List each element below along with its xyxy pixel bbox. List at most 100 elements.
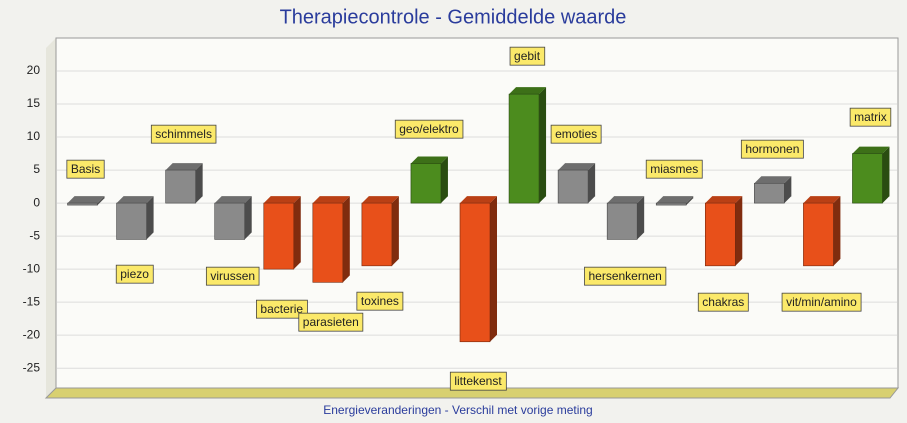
bar-label: piezo (120, 267, 149, 281)
bar (214, 196, 252, 240)
bar-front (214, 202, 246, 240)
bar-label: hersenkernen (588, 269, 661, 283)
y-tick-label: -10 (23, 261, 41, 275)
bar-top (656, 196, 694, 204)
bar-front (116, 202, 147, 240)
bar-label-box (550, 124, 602, 144)
bar-top (607, 196, 645, 204)
bar (704, 196, 743, 267)
bar-side (833, 196, 841, 266)
bar-label-box (509, 46, 546, 66)
bar-label-box (150, 124, 217, 144)
bar-label: bacterie (260, 302, 303, 316)
y-tick-label: -20 (23, 327, 41, 341)
bar-side (539, 87, 547, 204)
y-tick-label: -25 (23, 360, 41, 374)
bar-front (606, 202, 638, 240)
y-tick-label: 20 (27, 63, 41, 77)
bar-label-box (115, 264, 154, 284)
bar-label-box (645, 159, 703, 179)
bar (165, 163, 203, 204)
bar-top (705, 196, 743, 204)
bar-label: geo/elektro (399, 122, 459, 136)
bar-top (852, 146, 890, 154)
bar-label: parasieten (303, 315, 359, 329)
bar-side (686, 196, 694, 206)
bar-front (165, 169, 196, 204)
bar-front (361, 202, 393, 267)
chart-title: Therapiecontrole - Gemiddelde waarde (280, 6, 627, 28)
bar-top (361, 196, 399, 204)
bar-side (146, 196, 154, 240)
bar-front (655, 202, 687, 206)
bar-label: chakras (702, 295, 744, 309)
bar (116, 196, 154, 240)
bar-top (754, 176, 792, 184)
bar-side (244, 196, 252, 240)
bar (508, 87, 547, 204)
bar (312, 196, 350, 283)
bar-label-box (356, 291, 404, 311)
bar-side (342, 196, 350, 283)
bar (67, 196, 105, 206)
bar-front (508, 93, 540, 204)
bar (852, 146, 890, 204)
bar-front (67, 202, 98, 206)
bar-front (557, 169, 589, 204)
bar-label: virussen (210, 269, 255, 283)
x-axis-label: Energieveranderingen - Verschil met vori… (323, 403, 592, 417)
bar-front (459, 202, 491, 343)
y-tick-label: 10 (27, 129, 41, 143)
bar-side (195, 163, 203, 204)
bar-side (490, 196, 497, 342)
bar (803, 196, 841, 267)
bar-label-box (697, 292, 749, 312)
bar-front (704, 202, 736, 267)
bar-label-box (849, 107, 892, 127)
bar-side (97, 196, 105, 206)
bar-label: schimmels (155, 127, 212, 141)
bar-front (754, 182, 785, 204)
bar-label-box (298, 312, 364, 332)
bar-side (293, 196, 301, 270)
bar-label: toxines (361, 294, 399, 308)
y-tick-label: 5 (33, 162, 40, 176)
floor (44, 387, 900, 399)
bar-label: vit/min/amino (786, 295, 857, 309)
y-tick-label: 15 (27, 96, 41, 110)
bar-side (784, 176, 792, 204)
bar-side (882, 146, 890, 204)
bar-side (637, 196, 645, 240)
bar-label-box (584, 266, 667, 286)
bar (606, 196, 645, 240)
bar-label-box (449, 371, 507, 391)
y-tick-label: -5 (29, 228, 40, 242)
bar-label: emoties (555, 127, 597, 141)
bar-top (214, 196, 252, 204)
bar-side (440, 156, 448, 204)
bar-label: Basis (71, 162, 100, 176)
bar-top (165, 163, 203, 171)
bar (557, 163, 596, 204)
bar-label-box (66, 159, 105, 179)
bar-label: miasmes (650, 162, 698, 176)
bar-top (509, 87, 547, 95)
bar (410, 156, 448, 204)
bar-front (312, 202, 344, 283)
y-tick-label: 0 (33, 195, 40, 209)
bar-side (391, 196, 399, 266)
bar-top (803, 196, 841, 204)
bar-label: matrix (854, 110, 887, 124)
bar (754, 176, 792, 204)
bar-top (460, 196, 497, 204)
bar-label-box (740, 139, 804, 159)
bar-label: gebit (514, 49, 541, 63)
bar-side (735, 196, 743, 266)
bar (655, 196, 694, 206)
bar-side (588, 163, 596, 204)
bar (263, 196, 301, 270)
bar-label-box (781, 292, 862, 312)
bar-front (410, 163, 442, 204)
bar-top (558, 163, 596, 171)
